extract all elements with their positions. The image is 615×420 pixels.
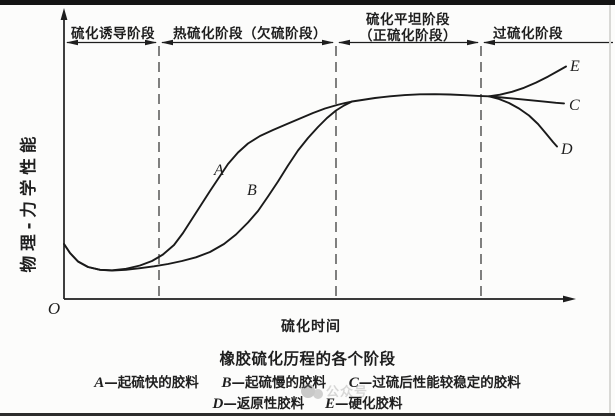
curve-A bbox=[63, 93, 490, 272]
axes bbox=[63, 18, 566, 300]
curve-A-label: A bbox=[213, 162, 224, 179]
bottom-border-bar bbox=[0, 413, 615, 416]
legend-desc-D: —返原性胶料 bbox=[223, 396, 305, 412]
stage-label-induction: 硫化诱导阶段 bbox=[71, 25, 155, 42]
scan-edge-line bbox=[609, 5, 611, 413]
vulcanization-chart: 硫化诱导阶段 热硫化阶段（欠硫阶段） 硫化平坦阶段 （正硫化阶段） 过硫化阶段 … bbox=[18, 8, 613, 335]
y-axis-arrow-icon bbox=[60, 8, 68, 20]
legend-item-D: D—返原性胶料 bbox=[212, 392, 304, 413]
curve-B-label: B bbox=[247, 182, 257, 199]
legend-item-B: B—起硫慢的胶料 bbox=[221, 371, 326, 392]
curves bbox=[63, 65, 567, 272]
curve-B bbox=[63, 100, 353, 272]
curve-E bbox=[488, 65, 567, 98]
legend-item-E: E—硬化胶料 bbox=[325, 392, 403, 413]
legend-key-C: C bbox=[348, 375, 359, 391]
curve-E-label: E bbox=[569, 58, 580, 75]
legend-item-C: C—过硫后性能较稳定的胶料 bbox=[349, 371, 521, 392]
x-axis-label: 硫化时间 bbox=[281, 318, 341, 335]
legend-line-2: D—返原性胶料 E—硬化胶料 bbox=[0, 392, 615, 413]
y-axis-label: 物理-力学性能 bbox=[18, 132, 38, 273]
legend-key-E: E bbox=[325, 396, 336, 412]
stage-dividers bbox=[158, 46, 482, 299]
stage-label-hot-cure: 热硫化阶段（欠硫阶段） bbox=[173, 25, 327, 42]
legend-key-B: B bbox=[221, 375, 232, 391]
stage-label-plateau-line1: 硫化平坦阶段 bbox=[366, 11, 450, 28]
legend-item-A: A—起硫快的胶料 bbox=[94, 371, 199, 392]
legend-line-1: A—起硫快的胶料 B—起硫慢的胶料 C—过硫后性能较稳定的胶料 bbox=[0, 371, 615, 392]
legend-desc-C: —过硫后性能较稳定的胶料 bbox=[358, 375, 521, 391]
legend-key-A: A bbox=[94, 375, 105, 391]
stage-label-plateau-line2: （正硫化阶段） bbox=[359, 27, 457, 44]
origin-label: O bbox=[48, 299, 60, 318]
legend-desc-E: —硬化胶料 bbox=[335, 396, 403, 412]
legend-desc-A: —起硫快的胶料 bbox=[104, 375, 199, 391]
legend-desc-B: —起硫慢的胶料 bbox=[231, 375, 327, 391]
curve-D-label: D bbox=[560, 141, 573, 158]
legend-key-D: D bbox=[212, 396, 224, 412]
x-axis-arrow-icon bbox=[563, 295, 576, 303]
stage-label-overcure: 过硫化阶段 bbox=[493, 25, 563, 42]
curve-D bbox=[488, 95, 558, 148]
dimension-arrowheads bbox=[66, 39, 495, 46]
figure-title: 橡胶硫化历程的各个阶段 bbox=[219, 350, 396, 368]
top-border-bar bbox=[0, 0, 615, 5]
curve-C-label: C bbox=[569, 97, 580, 114]
curve-C bbox=[488, 95, 565, 105]
